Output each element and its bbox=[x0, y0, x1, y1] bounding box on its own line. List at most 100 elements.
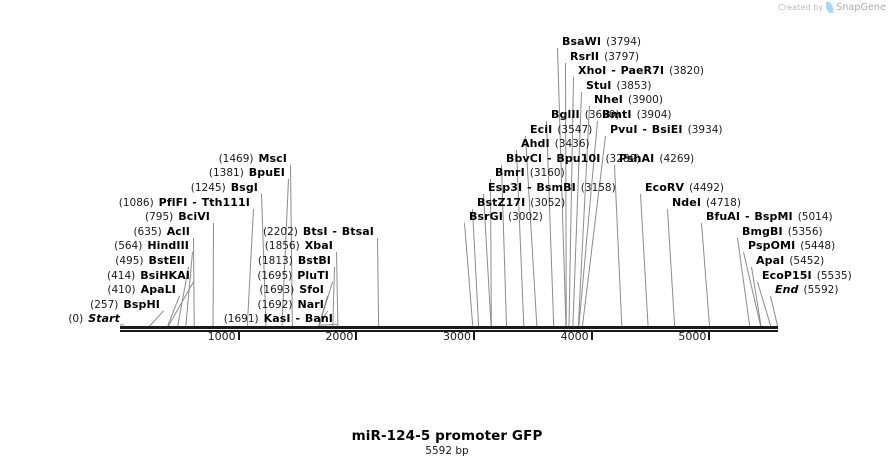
site-enzymes: ApaLI bbox=[141, 284, 176, 296]
site-enzymes: Esp3I - BsmBI bbox=[488, 182, 576, 194]
site-leader-line bbox=[377, 237, 380, 327]
restriction-site-label[interactable]: (1381) BpuEI bbox=[209, 167, 285, 180]
restriction-site-label[interactable]: BmrI (3160) bbox=[495, 167, 565, 180]
restriction-site-label[interactable]: AhdI (3436) bbox=[521, 137, 590, 151]
site-enzymes: NarI bbox=[297, 298, 324, 311]
restriction-site-label[interactable]: EcoRV (4492) bbox=[645, 182, 724, 195]
restriction-site-label[interactable]: (1695) PluTI bbox=[257, 269, 329, 282]
enzyme-name: BmtI bbox=[602, 108, 632, 121]
site-position: (3934) bbox=[687, 123, 723, 136]
enzyme-name: PvuI bbox=[610, 122, 638, 136]
site-position: (410) bbox=[107, 284, 136, 297]
site-position: (3853) bbox=[616, 79, 652, 92]
ruler-tick bbox=[237, 332, 240, 340]
site-position: (3289) bbox=[605, 152, 641, 165]
site-position: (1691) bbox=[223, 313, 259, 326]
site-position: (3436) bbox=[554, 138, 590, 151]
snapgene-leaf-icon bbox=[826, 1, 834, 14]
site-leader-line bbox=[701, 223, 710, 327]
restriction-site-label[interactable]: BglII (3690) bbox=[551, 109, 620, 122]
restriction-site-label[interactable]: EciI (3547) bbox=[530, 122, 593, 136]
ruler-tick-label: 1000 bbox=[207, 330, 236, 343]
site-position: (1469) bbox=[218, 152, 254, 165]
site-position: (4492) bbox=[689, 182, 724, 194]
restriction-site-label[interactable]: Esp3I - BsmBI (3158) bbox=[488, 182, 616, 195]
site-position: (1692) bbox=[257, 298, 293, 311]
enzyme-name: BmgBI bbox=[742, 224, 783, 238]
site-enzymes: PflFI - Tth111I bbox=[159, 196, 250, 209]
enzyme-name: XhoI bbox=[578, 64, 607, 78]
restriction-site-label[interactable]: PspOMI (5448) bbox=[748, 240, 836, 253]
site-enzymes: BfuAI - BspMI bbox=[706, 211, 793, 223]
site-enzymes: BsgI bbox=[231, 182, 258, 194]
restriction-site-label[interactable]: (414) BsiHKAI bbox=[107, 269, 190, 282]
restriction-site-label[interactable]: BmtI (3904) bbox=[602, 108, 672, 122]
site-enzymes: KasI - BanI bbox=[264, 313, 333, 325]
site-leader-line bbox=[464, 223, 474, 327]
restriction-site-label[interactable]: (1813) BstBI bbox=[258, 255, 331, 268]
site-position: (3690) bbox=[584, 109, 620, 121]
restriction-site-label[interactable]: (1693) SfoI bbox=[259, 284, 324, 297]
restriction-site-label[interactable]: (1691) KasI - BanI bbox=[223, 313, 333, 326]
restriction-site-label[interactable]: NheI (3900) bbox=[594, 94, 663, 107]
watermark-prefix: Created by bbox=[778, 3, 824, 12]
restriction-site-label[interactable]: (1856) XbaI bbox=[265, 240, 333, 253]
enzyme-separator: - bbox=[291, 312, 304, 326]
enzyme-name: AhdI bbox=[521, 137, 550, 151]
site-position: (5452) bbox=[789, 255, 825, 267]
site-position: (3052) bbox=[530, 196, 566, 209]
restriction-site-label[interactable]: BstZ17I (3052) bbox=[477, 196, 566, 209]
page-title: miR-124-5 promoter GFP bbox=[351, 428, 543, 444]
site-position: (4718) bbox=[706, 196, 741, 209]
enzyme-name: EciI bbox=[530, 122, 553, 136]
restriction-site-label[interactable]: StuI (3853) bbox=[586, 79, 652, 92]
site-position: (1693) bbox=[259, 284, 295, 297]
site-position: (3547) bbox=[557, 123, 593, 136]
site-enzymes: EcoP15I bbox=[762, 269, 812, 282]
restriction-site-label[interactable]: BsaWI (3794) bbox=[562, 36, 641, 49]
restriction-site-label[interactable]: PvuI - BsiEI (3934) bbox=[610, 122, 723, 136]
site-position: (5448) bbox=[800, 240, 836, 253]
enzyme-separator: - bbox=[543, 151, 556, 165]
enzyme-name: BbvCI bbox=[506, 151, 543, 165]
restriction-site-label[interactable]: (2202) BtsI - BtsaI bbox=[263, 225, 374, 238]
enzyme-name: BspHI bbox=[123, 297, 160, 311]
restriction-site-label[interactable]: BmgBI (5356) bbox=[742, 224, 823, 238]
restriction-site-label[interactable]: ApaI (5452) bbox=[756, 254, 825, 268]
site-enzymes: BstZ17I bbox=[477, 196, 525, 209]
enzyme-name: BstEII bbox=[148, 254, 185, 267]
restriction-site-label[interactable]: (1692) NarI bbox=[257, 298, 324, 311]
site-position: (5356) bbox=[787, 225, 823, 238]
site-leader-line bbox=[336, 252, 339, 327]
site-position: (3820) bbox=[669, 65, 704, 78]
restriction-site-label[interactable]: (1245) BsgI bbox=[191, 182, 258, 195]
restriction-site-label[interactable]: PshAI (4269) bbox=[619, 152, 694, 165]
restriction-site-label[interactable]: (635) AclI bbox=[133, 225, 190, 238]
restriction-site-label[interactable]: NdeI (4718) bbox=[672, 196, 741, 209]
restriction-site-label[interactable]: XhoI - PaeR7I (3820) bbox=[578, 65, 704, 78]
restriction-site-label[interactable]: (1469) MscI bbox=[218, 152, 287, 165]
restriction-site-label[interactable]: (257) BspHI bbox=[90, 297, 160, 311]
restriction-site-label[interactable]: BfuAI - BspMI (5014) bbox=[706, 211, 833, 224]
site-position: (3797) bbox=[604, 50, 640, 63]
restriction-site-label[interactable]: End (5592) bbox=[775, 284, 838, 297]
restriction-site-label[interactable]: EcoP15I (5535) bbox=[762, 269, 852, 282]
restriction-site-label[interactable]: (0) Start bbox=[68, 313, 120, 326]
site-leader-line bbox=[246, 208, 254, 326]
site-enzymes: PluTI bbox=[297, 269, 329, 282]
site-enzymes: RsrII bbox=[570, 50, 599, 63]
restriction-site-label[interactable]: BsrGI (3002) bbox=[469, 211, 543, 224]
site-enzymes: PvuI - BsiEI bbox=[610, 122, 683, 136]
restriction-site-label[interactable]: BbvCI - Bpu10I (3289) bbox=[506, 151, 641, 165]
restriction-site-label[interactable]: (564) HindIII bbox=[114, 239, 189, 253]
enzyme-separator: - bbox=[607, 64, 620, 78]
site-enzymes: XhoI - PaeR7I bbox=[578, 65, 664, 77]
enzyme-name: ApaI bbox=[756, 254, 785, 267]
restriction-site-label[interactable]: (495) BstEII bbox=[115, 254, 185, 268]
restriction-site-label[interactable]: (410) ApaLI bbox=[107, 284, 176, 297]
restriction-site-label[interactable]: (795) BciVI bbox=[145, 211, 210, 224]
restriction-site-label[interactable]: RsrII (3797) bbox=[570, 50, 640, 63]
enzyme-name: HindIII bbox=[147, 239, 189, 253]
restriction-site-label[interactable]: (1086) PflFI - Tth111I bbox=[119, 196, 250, 209]
